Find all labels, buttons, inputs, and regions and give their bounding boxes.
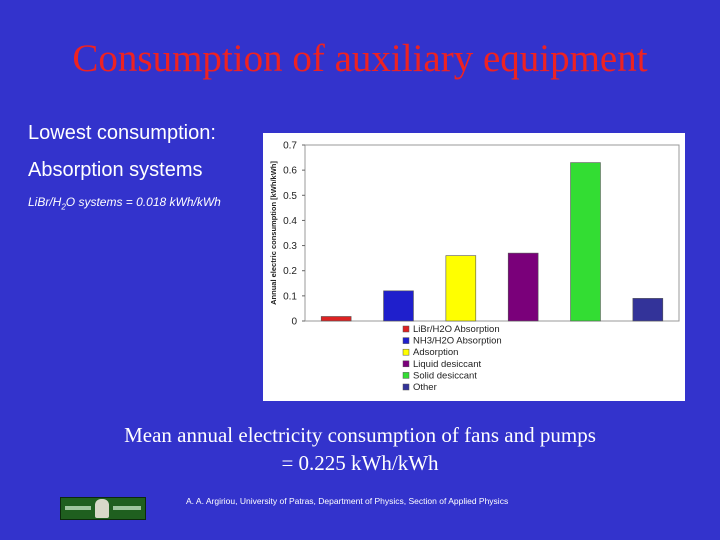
y-tick-label: 0.4 (283, 216, 297, 227)
bar (445, 255, 477, 322)
slide-title: Consumption of auxiliary equipment (72, 37, 648, 80)
y-tick-label: 0.1 (283, 291, 297, 302)
y-tick-label: 0.7 (283, 141, 297, 152)
bar (570, 162, 601, 322)
legend-label: LiBr/H2O Absorption (413, 324, 500, 335)
footer-credit: A. A. Argiriou, University of Patras, De… (186, 496, 509, 506)
y-tick-label: 0.6 (283, 166, 297, 177)
y-tick-label: 0 (291, 317, 297, 328)
legend-label: Liquid desiccant (413, 359, 481, 370)
bar (507, 252, 539, 322)
formula-text: LiBr/H2O systems = 0.018 kWh/kWh (28, 195, 221, 211)
chart-panel: 0 0.1 0.2 0.3 0.4 0.5 0.6 0.7 Annual electric co… (263, 133, 685, 401)
logo-figure-icon (95, 499, 109, 518)
legend-swatch (402, 337, 410, 344)
bar (632, 298, 664, 322)
lead-text-absorption: Absorption systems (28, 159, 203, 181)
summary-line-1: Mean annual electricity consumption of f… (124, 423, 596, 447)
legend-label: Other (413, 382, 437, 393)
plot-area (304, 144, 680, 322)
y-tick-label: 0.2 (283, 266, 297, 277)
formula-suffix: O systems = 0.018 kWh/kWh (65, 195, 221, 209)
formula-subscript: 2 (61, 202, 66, 212)
university-logo (60, 497, 146, 520)
legend-label: Adsorption (413, 347, 458, 358)
legend-swatch (402, 360, 410, 368)
formula-prefix: LiBr/H (28, 195, 62, 209)
summary-line-2: = 0.225 kWh/kWh (281, 451, 439, 475)
bar-chart: 0 0.1 0.2 0.3 0.4 0.5 0.6 0.7 Annual electric co… (269, 141, 680, 393)
y-axis-label: Annual electric consumption [kWh/kWh] (269, 161, 278, 305)
legend-swatch (402, 372, 410, 379)
bar (383, 290, 414, 322)
legend-label: Solid desiccant (413, 370, 477, 381)
legend-label: NH3/H2O Absorption (413, 336, 502, 347)
legend-swatch (402, 383, 410, 391)
bar (320, 316, 352, 322)
y-tick-label: 0.5 (283, 191, 297, 202)
legend-swatch (402, 325, 410, 333)
legend-swatch (402, 348, 410, 356)
lead-text-lowest: Lowest consumption: (28, 122, 216, 144)
y-tick-label: 0.3 (283, 241, 297, 252)
